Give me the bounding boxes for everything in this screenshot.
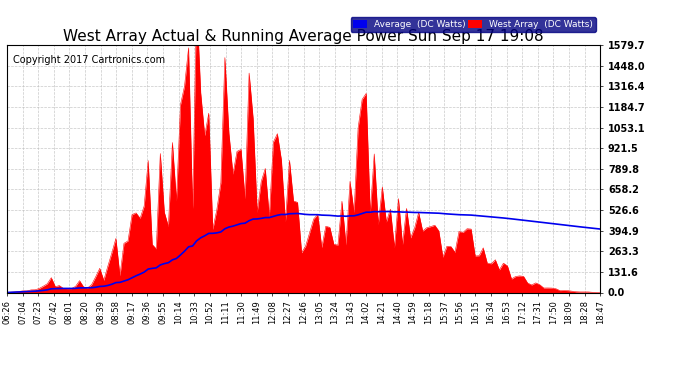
Legend: Average  (DC Watts), West Array  (DC Watts): Average (DC Watts), West Array (DC Watts… — [351, 17, 595, 32]
Title: West Array Actual & Running Average Power Sun Sep 17 19:08: West Array Actual & Running Average Powe… — [63, 29, 544, 44]
Text: Copyright 2017 Cartronics.com: Copyright 2017 Cartronics.com — [13, 55, 165, 65]
